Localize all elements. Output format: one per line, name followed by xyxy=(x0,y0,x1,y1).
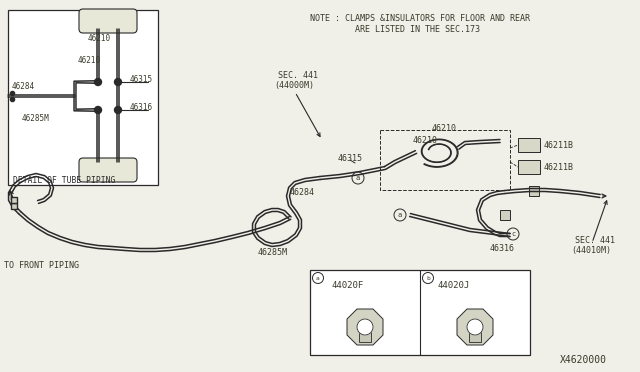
Text: 46315: 46315 xyxy=(338,154,363,163)
Text: NOTE : CLAMPS &INSULATORS FOR FLOOR AND REAR: NOTE : CLAMPS &INSULATORS FOR FLOOR AND … xyxy=(310,13,530,22)
Text: b: b xyxy=(426,276,430,280)
Text: 46316: 46316 xyxy=(490,244,515,253)
Text: 46210: 46210 xyxy=(413,135,438,144)
Text: 46210: 46210 xyxy=(88,33,111,42)
Text: c: c xyxy=(511,231,515,237)
Bar xyxy=(359,332,371,342)
Polygon shape xyxy=(457,309,493,345)
Bar xyxy=(8,10,158,185)
Text: SEC. 441: SEC. 441 xyxy=(278,71,318,80)
Text: 46210: 46210 xyxy=(432,124,457,132)
Text: a: a xyxy=(398,212,402,218)
Text: 46284: 46284 xyxy=(12,81,35,90)
Text: DETAIL OF TUBE PIPING: DETAIL OF TUBE PIPING xyxy=(13,176,115,185)
Bar xyxy=(529,186,539,196)
Text: 46211B: 46211B xyxy=(544,141,574,150)
Circle shape xyxy=(95,78,102,86)
Bar xyxy=(518,138,540,152)
Text: 44020F: 44020F xyxy=(332,282,364,291)
Text: a: a xyxy=(316,276,320,280)
Text: ARE LISTED IN THE SEC.173: ARE LISTED IN THE SEC.173 xyxy=(310,25,480,33)
Text: X4620000: X4620000 xyxy=(560,355,607,365)
Text: TO FRONT PIPING: TO FRONT PIPING xyxy=(4,260,79,269)
FancyBboxPatch shape xyxy=(79,158,137,182)
Circle shape xyxy=(115,106,122,113)
Text: 46285M: 46285M xyxy=(22,113,50,122)
Text: (44000M): (44000M) xyxy=(274,80,314,90)
Circle shape xyxy=(357,319,373,335)
Text: 46211B: 46211B xyxy=(544,163,574,171)
Circle shape xyxy=(115,78,122,86)
Text: 46316: 46316 xyxy=(130,103,153,112)
Text: 46284: 46284 xyxy=(290,187,315,196)
Text: 46315: 46315 xyxy=(130,74,153,83)
Text: 46210: 46210 xyxy=(78,55,101,64)
FancyBboxPatch shape xyxy=(79,9,137,33)
Text: (44010M): (44010M) xyxy=(571,246,611,254)
Circle shape xyxy=(467,319,483,335)
Polygon shape xyxy=(347,309,383,345)
Circle shape xyxy=(95,106,102,113)
Text: 44020J: 44020J xyxy=(438,282,470,291)
Bar xyxy=(518,160,540,174)
Bar xyxy=(469,332,481,342)
Bar xyxy=(380,130,510,190)
Text: SEC. 441: SEC. 441 xyxy=(575,235,615,244)
Bar xyxy=(500,210,510,220)
Text: 46285M: 46285M xyxy=(258,247,288,257)
Text: a: a xyxy=(356,175,360,181)
Bar xyxy=(310,270,530,355)
